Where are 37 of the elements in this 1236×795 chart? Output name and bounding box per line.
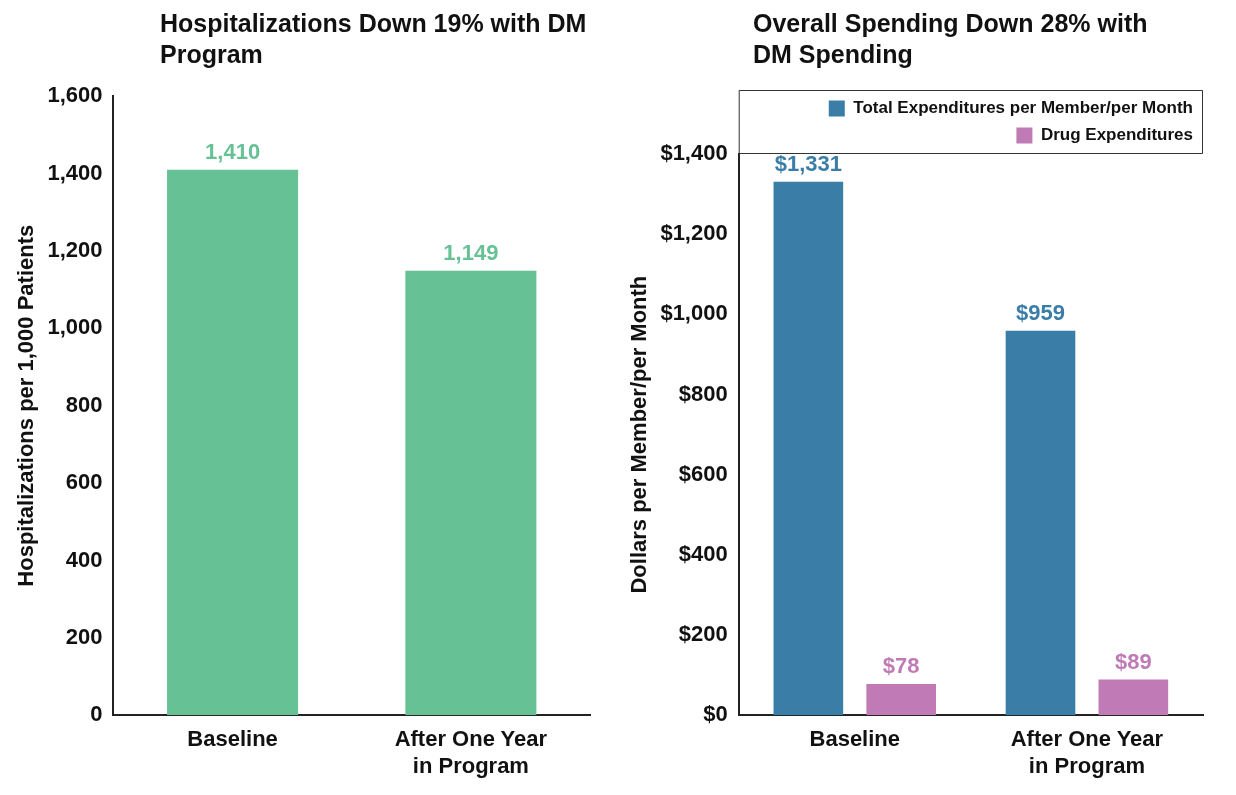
data-label: $959 xyxy=(1016,299,1065,325)
chart-title: Overall Spending Down 28% with DM Spending xyxy=(753,8,1149,70)
y-tick-label: 200 xyxy=(65,623,103,649)
y-tick-label: 0 xyxy=(90,701,103,727)
y-axis-title: Dollars per Member/per Month xyxy=(626,275,652,594)
bar xyxy=(1098,679,1169,716)
legend-label: Drug Expenditures xyxy=(1040,125,1194,145)
x-tick-label: Baseline xyxy=(809,726,901,752)
y-tick-label: $800 xyxy=(678,380,728,406)
data-label: 1,410 xyxy=(205,138,261,164)
data-label: 1,149 xyxy=(443,239,499,265)
x-tick-label: Baseline xyxy=(187,726,278,752)
y-axis-title: Hospitalizations per 1,000 Patients xyxy=(13,224,39,587)
bar xyxy=(866,683,937,716)
y-tick-label: 400 xyxy=(65,546,103,572)
x-tick-label: After One Year in Program xyxy=(394,726,548,778)
y-tick-label: 1,400 xyxy=(47,159,103,185)
legend-label: Total Expenditures per Member/per Month xyxy=(853,98,1194,118)
y-tick-label: $0 xyxy=(703,701,728,727)
y-tick-label: 800 xyxy=(65,391,103,417)
data-label: $89 xyxy=(1114,648,1152,674)
y-tick-label: 1,000 xyxy=(47,314,103,340)
bar xyxy=(1005,330,1076,716)
data-label: $1,331 xyxy=(774,150,842,176)
y-tick-label: $200 xyxy=(678,621,728,647)
chart-title: Hospitalizations Down 19% with DM Program xyxy=(160,8,588,70)
y-tick-label: 600 xyxy=(65,469,103,495)
data-label: $78 xyxy=(882,653,920,678)
y-tick-label: $400 xyxy=(678,540,728,566)
y-tick-label: $1,000 xyxy=(660,300,728,326)
bar xyxy=(773,181,844,716)
y-tick-label: 1,200 xyxy=(47,237,103,263)
y-tick-label: $600 xyxy=(678,460,728,486)
y-tick-label: 1,600 xyxy=(47,82,103,108)
y-tick-label: $1,400 xyxy=(660,140,728,166)
x-tick-label: After One Year in Program xyxy=(1010,726,1164,778)
y-tick-label: $1,200 xyxy=(660,220,728,246)
